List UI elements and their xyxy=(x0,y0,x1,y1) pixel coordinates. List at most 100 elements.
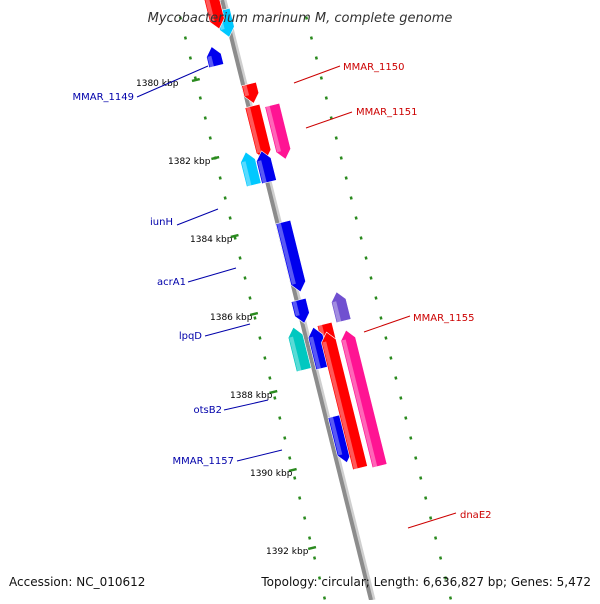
guide-dot xyxy=(324,96,328,100)
guide-dot xyxy=(273,396,277,400)
tick-label: 1388 kbp xyxy=(230,391,273,401)
guide-dot xyxy=(183,36,188,40)
gene-arrow-6[interactable] xyxy=(240,151,262,188)
label-leader xyxy=(223,399,269,411)
tick-label: 1382 kbp xyxy=(168,157,211,167)
guide-dot xyxy=(364,256,368,260)
genome-backbone xyxy=(220,0,373,601)
guide-dot xyxy=(339,156,343,160)
guide-dot xyxy=(414,456,418,460)
guide-dot xyxy=(178,16,183,20)
guide-dot xyxy=(317,576,322,580)
tick-mark xyxy=(307,545,317,551)
gene-arrow-16[interactable] xyxy=(340,329,388,469)
guide-dot xyxy=(203,116,207,120)
guide-dot xyxy=(253,316,257,320)
guide-dot xyxy=(419,476,423,480)
guide-dot xyxy=(344,176,348,180)
gene-label[interactable]: MMAR_1150 xyxy=(343,62,405,73)
gene-arrow-1[interactable] xyxy=(203,0,225,30)
gene-highlight xyxy=(276,222,296,285)
guide-dot xyxy=(248,296,252,300)
label-leader xyxy=(293,65,341,84)
guide-dot xyxy=(268,376,272,380)
guide-dot xyxy=(304,16,309,20)
gene-label[interactable]: iunH xyxy=(150,217,173,228)
tick-label: 1392 kbp xyxy=(266,547,309,557)
tick-mark xyxy=(288,467,297,473)
gene-arrow-4[interactable] xyxy=(264,102,292,160)
guide-dot xyxy=(443,576,448,580)
guide-dot xyxy=(374,296,378,300)
label-leader xyxy=(236,449,283,462)
gene-highlight xyxy=(322,341,358,470)
tick-mark xyxy=(249,311,259,317)
gene-arrow-7[interactable] xyxy=(256,150,277,185)
guide-dot xyxy=(394,376,398,380)
gene-highlight xyxy=(205,0,215,22)
guide-dot xyxy=(314,56,318,60)
guide-dot xyxy=(349,196,353,200)
tick-label: 1384 kbp xyxy=(190,235,233,245)
label-leader xyxy=(407,512,457,529)
gene-label[interactable]: MMAR_1155 xyxy=(413,313,475,324)
gene-label[interactable]: otsB2 xyxy=(194,405,222,416)
gene-highlight xyxy=(329,416,343,456)
accession-text: Accession: NC_010612 xyxy=(9,575,145,589)
gene-highlight xyxy=(332,301,342,323)
guide-dot xyxy=(409,436,413,440)
dots-outer xyxy=(304,16,453,600)
guide-dot xyxy=(278,416,282,420)
guide-dot xyxy=(448,596,453,600)
gene-arrow-2[interactable] xyxy=(206,46,225,69)
tick-mark xyxy=(211,155,220,161)
label-leader xyxy=(136,65,209,98)
guide-dot xyxy=(308,536,312,540)
guide-dot xyxy=(379,316,383,320)
guide-dot xyxy=(384,336,388,340)
gene-label[interactable]: MMAR_1151 xyxy=(356,107,418,118)
gene-arrow-11[interactable] xyxy=(331,291,352,324)
gene-arrow-8[interactable] xyxy=(275,219,306,293)
gene-labels: MMAR_1150 MMAR_1151 MMAR_1155 dnaE2 MMAR_114… xyxy=(73,62,492,529)
gene-highlight xyxy=(289,336,302,372)
guide-dot xyxy=(334,136,338,140)
kbp-ticks: 1380 kbp 1382 kbp 1384 kbp 1386 kbp 1388 kbp… xyxy=(136,77,317,557)
guide-dot xyxy=(359,236,363,240)
guide-dot xyxy=(303,516,307,520)
gene-arrow-12[interactable] xyxy=(287,326,312,373)
guide-dot xyxy=(208,136,212,140)
guide-dot xyxy=(228,216,232,220)
gene-highlight xyxy=(265,105,281,153)
tick-mark xyxy=(230,233,239,239)
gene-label[interactable]: MMAR_1149 xyxy=(73,92,135,103)
gene-label[interactable]: lpqD xyxy=(179,331,202,342)
guide-dot xyxy=(389,356,393,360)
gene-highlight xyxy=(309,336,321,370)
guide-dot xyxy=(238,256,242,260)
gene-label[interactable]: dnaE2 xyxy=(460,510,492,521)
gene-arrow-3[interactable] xyxy=(241,81,260,104)
gene-highlight xyxy=(341,339,378,468)
guide-dot xyxy=(298,496,302,500)
gene-label[interactable]: MMAR_1157 xyxy=(173,456,235,467)
guide-dot xyxy=(438,556,443,560)
gene-arrow-9[interactable] xyxy=(290,297,310,324)
guide-dot xyxy=(404,416,408,420)
gene-arrow-15[interactable] xyxy=(321,331,368,471)
tick-label: 1380 kbp xyxy=(136,79,179,89)
label-leader xyxy=(187,267,237,283)
guide-dot xyxy=(369,276,373,280)
guide-dot xyxy=(322,596,327,600)
guide-dot xyxy=(243,276,247,280)
gene-arrow-5[interactable] xyxy=(244,103,272,161)
guide-dot xyxy=(218,176,222,180)
guide-dot xyxy=(258,336,262,340)
gene-highlight xyxy=(246,106,262,154)
tick-mark xyxy=(191,77,201,83)
guide-dot xyxy=(293,476,297,480)
gene-label[interactable]: acrA1 xyxy=(157,277,186,288)
tick-label: 1390 kbp xyxy=(250,469,293,479)
